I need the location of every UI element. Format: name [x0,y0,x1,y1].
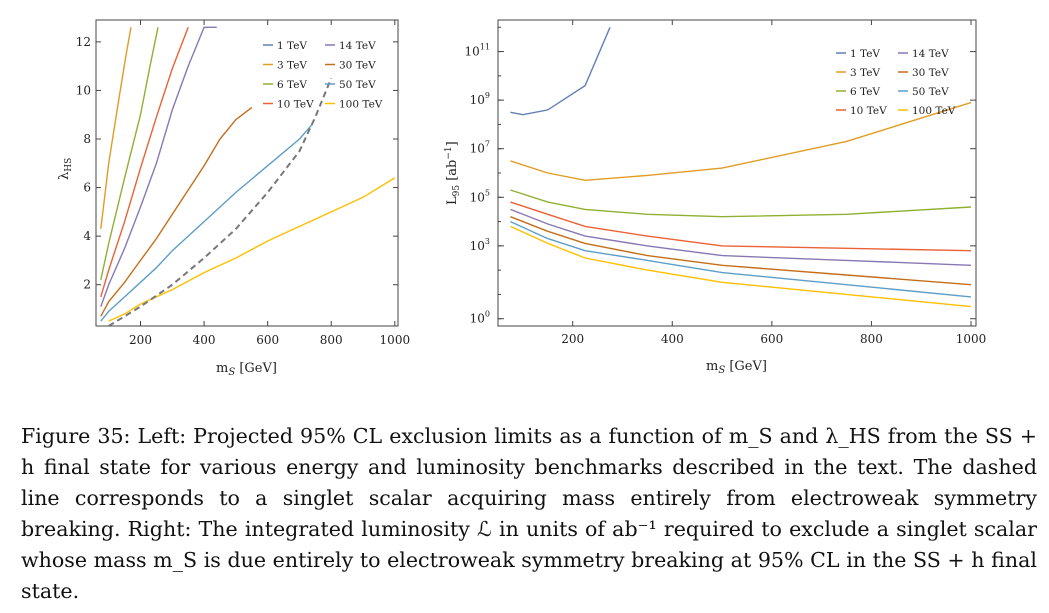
x-tick-label: 600 [256,333,279,347]
caption-line: symmetry breaking. Right: The integrated… [21,486,1037,541]
legend-label: 100 TeV [339,99,383,111]
x-tick-label: 1000 [956,332,987,346]
legend-label: 3 TeV [277,60,307,72]
legend-label: 6 TeV [277,79,307,91]
series-line [510,201,972,252]
left-legend: 1 TeV 14 TeV 3 TeV 30 TeV 6 TeV 50 TeV 10 TeV 1… [263,40,383,111]
x-tick-label: 200 [561,332,584,346]
legend-label: 10 TeV [850,105,887,117]
legend-label: 1 TeV [277,40,307,52]
series-line [108,177,396,322]
series-line [100,106,253,317]
series-line [100,123,313,322]
legend-label: 6 TeV [850,86,880,98]
series-line [108,77,333,326]
series-line [100,27,189,298]
y-tick-label: 100 [470,310,490,326]
legend-label: 50 TeV [912,86,949,98]
legend-label: 14 TeV [912,48,949,60]
series-line [100,27,132,229]
series-line [510,216,972,286]
legend-label: 1 TeV [850,48,880,60]
y-tick-label: 8 [83,132,91,146]
x-tick-label: 800 [860,332,883,346]
caption-line: Figure 35: Left: Projected 95% CL exclus… [21,424,938,448]
series-line [100,26,217,307]
legend-label: 3 TeV [850,67,880,79]
left-series-lines [100,26,396,326]
left-ylabel: λHS [57,158,74,180]
left-chart: 200 400 600 800 1000 2 4 6 8 10 12 1 TeV 14 TeV 3 Te… [57,19,410,378]
y-tick-label: 1011 [465,43,490,59]
caption-line: in the SS + h final state. [21,548,1037,603]
left-axis-ticks: 200 400 600 800 1000 2 4 6 8 10 12 [76,20,410,347]
figure-caption: Figure 35: Left: Projected 95% CL exclus… [21,421,1037,607]
left-plot-frame [95,19,399,327]
right-series-lines [510,27,972,308]
legend-label: 30 TeV [339,60,376,72]
x-tick-label: 1000 [380,333,411,347]
x-tick-label: 400 [661,332,684,346]
right-legend: 1 TeV 14 TeV 3 TeV 30 TeV 6 TeV 50 TeV 10 TeV 1… [836,48,956,117]
series-line [510,208,972,266]
caption-line: a singlet scalar whose mass m_S is due e… [21,517,1038,572]
y-tick-label: 109 [470,91,490,107]
caption-line: The dashed line corresponds to a singlet… [21,455,1037,510]
y-tick-label: 12 [76,35,91,49]
y-tick-label: 10 [76,83,91,97]
y-tick-label: 4 [83,229,91,243]
series-line [510,27,611,116]
right-xlabel: mS [GeV] [706,359,767,376]
series-line [510,101,972,182]
legend-label: 50 TeV [339,79,376,91]
series-line [100,27,159,281]
series-line [510,220,972,298]
series-line [510,189,972,218]
right-chart: 200 400 600 800 1000 100 103 105 107 109 1011 1 Te… [444,19,987,376]
y-tick-label: 6 [83,181,91,195]
legend-label: 10 TeV [277,99,314,111]
right-ylabel: L95 [ab−1] [444,141,462,205]
y-tick-label: 103 [470,237,490,253]
y-tick-label: 105 [470,188,490,204]
left-xlabel: mS [GeV] [216,361,277,378]
legend-label: 30 TeV [912,67,949,79]
series-line [510,225,972,308]
caption-line: the SS + h final state for various energ… [21,424,1037,479]
legend-label: 14 TeV [339,40,376,52]
right-axis-ticks: 200 400 600 800 1000 100 103 105 107 109 1011 [465,20,987,346]
x-tick-label: 800 [320,333,343,347]
y-tick-label: 2 [83,278,91,292]
x-tick-label: 200 [129,333,152,347]
x-tick-label: 400 [193,333,216,347]
x-tick-label: 600 [760,332,783,346]
legend-label: 100 TeV [912,105,956,117]
y-tick-label: 107 [470,140,490,156]
